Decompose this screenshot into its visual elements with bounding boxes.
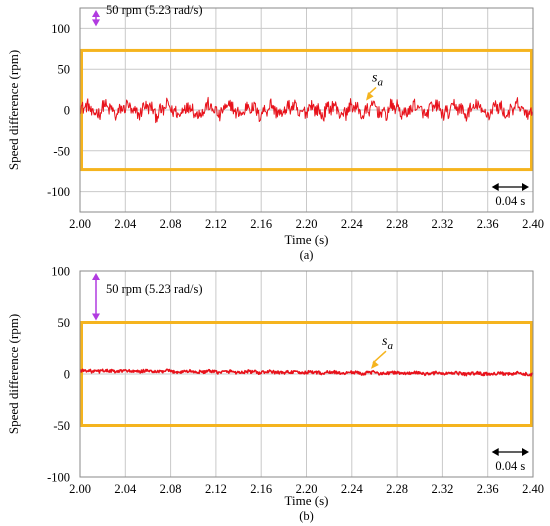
- y-tick-label: 100: [51, 22, 70, 36]
- x-tick-label: 2.08: [160, 217, 182, 231]
- y-tick-label: -50: [53, 144, 70, 158]
- x-tick-label: 2.08: [160, 482, 182, 496]
- range-label-a: 50 rpm (5.23 rad/s): [106, 3, 203, 17]
- range-arrow-head-bottom: [92, 19, 100, 27]
- series-line-s_a: [79, 96, 534, 124]
- series-pointer-b: [371, 350, 387, 369]
- range-label-b: 50 rpm (5.23 rad/s): [106, 282, 203, 296]
- pointer-shaft: [372, 350, 387, 364]
- range-arrow-head-bottom: [92, 313, 100, 321]
- series-line-s_a: [79, 368, 534, 377]
- scale-arrow-head-right: [522, 448, 529, 456]
- x-tick-label: 2.20: [296, 217, 318, 231]
- scale-arrow-head-left: [491, 183, 499, 191]
- x-ticks-a: 2.00 2.04 2.08 2.12 2.16 2.20 2.24 2.28 2.32 2.36…: [69, 217, 544, 231]
- y-tick-label: 50: [58, 316, 71, 330]
- y-tick-label: 0: [64, 104, 70, 118]
- y-tick-label: -50: [53, 419, 70, 433]
- scale-label-b: 0.04 s: [495, 459, 525, 473]
- plot-frame: [79, 270, 534, 478]
- y-ticks-a: 100 50 0 -50 -100: [47, 22, 70, 199]
- scale-arrow-a: [491, 183, 529, 191]
- scale-arrow-b: [491, 448, 529, 456]
- y-tick-label: 0: [64, 368, 70, 382]
- series-b: [79, 368, 534, 377]
- y-tick-label: 50: [58, 63, 71, 77]
- x-tick-label: 2.40: [522, 217, 544, 231]
- x-tick-label: 2.28: [386, 482, 408, 496]
- range-arrow-head-top: [92, 273, 100, 280]
- x-tick-label: 2.16: [250, 217, 272, 231]
- y-tick-label: -100: [47, 185, 70, 199]
- x-tick-label: 2.00: [69, 217, 91, 231]
- series-a: [79, 96, 534, 124]
- x-axis-label-b: Time (s): [285, 493, 329, 508]
- x-tick-label: 2.36: [477, 217, 499, 231]
- frame-a: [79, 7, 534, 213]
- y-axis-label-a: Speed difference (rpm): [6, 50, 21, 170]
- x-tick-label: 2.36: [477, 482, 499, 496]
- scale-label-a: 0.04 s: [495, 194, 525, 208]
- x-tick-label: 2.32: [431, 482, 453, 496]
- caption-b: (b): [299, 509, 314, 523]
- x-tick-label: 2.32: [431, 217, 453, 231]
- x-tick-label: 2.16: [250, 482, 272, 496]
- x-tick-label: 2.24: [341, 217, 364, 231]
- series-pointer-a: [366, 86, 377, 101]
- x-tick-label: 2.12: [205, 217, 227, 231]
- x-tick-label: 2.04: [114, 482, 137, 496]
- x-tick-label: 2.40: [522, 482, 544, 496]
- y-tick-label: 100: [51, 265, 70, 279]
- scale-arrow-head-right: [522, 183, 529, 191]
- x-tick-label: 2.00: [69, 482, 91, 496]
- range-arrow-head-top: [92, 10, 100, 17]
- range-arrow-b: [92, 273, 100, 321]
- range-arrow-a: [92, 10, 100, 27]
- x-tick-label: 2.12: [205, 482, 227, 496]
- y-ticks-b: 100 50 0 -50 -100: [47, 265, 70, 485]
- chart-panel-a: 2.00 2.04 2.08 2.12 2.16 2.20 2.24 2.28 2.32 2.36…: [6, 3, 544, 262]
- x-tick-label: 2.04: [114, 217, 137, 231]
- x-axis-label-a: Time (s): [285, 232, 329, 247]
- x-ticks-b: 2.00 2.04 2.08 2.12 2.16 2.20 2.24 2.28 2.32 2.36…: [69, 482, 544, 496]
- x-tick-label: 2.24: [341, 482, 364, 496]
- x-tick-label: 2.20: [296, 482, 318, 496]
- pointer-head: [366, 92, 374, 101]
- y-axis-label-b: Speed difference (rpm): [6, 314, 21, 434]
- x-tick-label: 2.28: [386, 217, 408, 231]
- pointer-head: [371, 360, 379, 369]
- frame-b: [79, 270, 534, 478]
- plot-frame: [79, 7, 534, 213]
- scale-arrow-head-left: [491, 448, 499, 456]
- caption-a: (a): [300, 248, 314, 262]
- series-label-b: sa: [382, 334, 393, 352]
- series-label-a: sa: [372, 70, 383, 88]
- chart-panel-b: 2.00 2.04 2.08 2.12 2.16 2.20 2.24 2.28 2.32 2.36…: [6, 265, 544, 524]
- y-tick-label: -100: [47, 471, 70, 485]
